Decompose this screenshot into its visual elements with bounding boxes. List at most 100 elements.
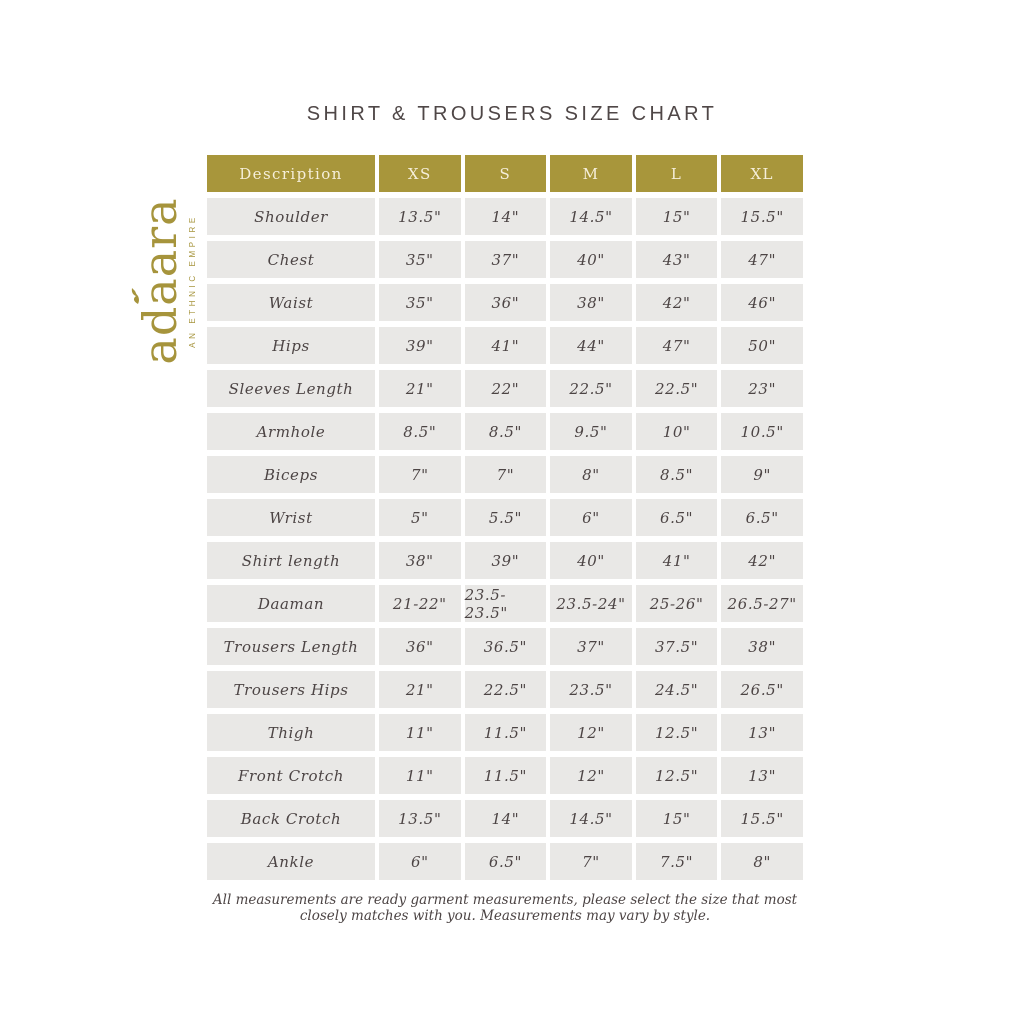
size-value-cell: 21-22": [379, 585, 461, 622]
row-label-cell: Shirt length: [207, 542, 375, 579]
row-label-cell: Trousers Length: [207, 628, 375, 665]
size-value-cell: 37": [464, 241, 547, 278]
size-value-cell: 37.5": [635, 628, 718, 665]
size-value-cell: 21": [379, 671, 461, 708]
size-value-cell: 6.5": [635, 499, 718, 536]
size-value-cell: 39": [379, 327, 461, 364]
size-value-cell: 8.5": [635, 456, 718, 493]
size-value-cell: 6": [550, 499, 632, 536]
row-label-cell: Thigh: [207, 714, 375, 751]
brand-name: adaara: [131, 181, 187, 381]
size-value-cell: 6.5": [464, 843, 547, 880]
size-value-cell: 22.5": [635, 370, 718, 407]
row-label-cell: Chest: [207, 241, 375, 278]
size-value-cell: 22.5": [464, 671, 547, 708]
size-value-cell: 46": [721, 284, 803, 321]
header-cell-size-s: S: [464, 155, 547, 192]
size-value-cell: 5.5": [464, 499, 547, 536]
row-label-cell: Wrist: [207, 499, 375, 536]
size-value-cell: 14.5": [550, 800, 632, 837]
row-label-cell: Ankle: [207, 843, 375, 880]
size-value-cell: 36": [464, 284, 547, 321]
measurement-note-line1: All measurements are ready garment measu…: [212, 892, 798, 908]
bird-icon: [131, 288, 139, 304]
size-value-cell: 22.5": [550, 370, 632, 407]
size-value-cell: 12": [550, 714, 632, 751]
row-label-cell: Biceps: [207, 456, 375, 493]
header-cell-description: Description: [207, 155, 375, 192]
size-value-cell: 12.5": [635, 714, 718, 751]
size-value-cell: 38": [550, 284, 632, 321]
size-value-cell: 11.5": [464, 714, 547, 751]
size-value-cell: 23.5": [550, 671, 632, 708]
size-value-cell: 6": [379, 843, 461, 880]
size-value-cell: 38": [721, 628, 803, 665]
size-value-cell: 7": [379, 456, 461, 493]
size-value-cell: 47": [635, 327, 718, 364]
size-value-cell: 35": [379, 284, 461, 321]
row-label-cell: Armhole: [207, 413, 375, 450]
size-value-cell: 11": [379, 757, 461, 794]
row-label-cell: Hips: [207, 327, 375, 364]
size-value-cell: 12": [550, 757, 632, 794]
size-value-cell: 23": [721, 370, 803, 407]
size-value-cell: 9": [721, 456, 803, 493]
size-value-cell: 37": [550, 628, 632, 665]
size-value-cell: 38": [379, 542, 461, 579]
size-value-cell: 15": [635, 198, 718, 235]
size-value-cell: 13.5": [379, 800, 461, 837]
size-value-cell: 44": [550, 327, 632, 364]
size-chart-table: Description XS S M L XL Shoulder 13.5" 14" 14.5" 1…: [207, 155, 803, 880]
size-value-cell: 42": [635, 284, 718, 321]
row-label-cell: Waist: [207, 284, 375, 321]
size-value-cell: 22": [464, 370, 547, 407]
size-value-cell: 21": [379, 370, 461, 407]
size-value-cell: 23.5-23.5": [464, 585, 547, 622]
size-value-cell: 41": [635, 542, 718, 579]
row-label-cell: Front Crotch: [207, 757, 375, 794]
row-label-cell: Shoulder: [207, 198, 375, 235]
size-value-cell: 26.5-27": [721, 585, 803, 622]
size-value-cell: 13": [721, 714, 803, 751]
brand-logo: adaara AN ETHNIC EMPIRE: [131, 181, 203, 381]
size-value-cell: 35": [379, 241, 461, 278]
header-cell-size-m: M: [550, 155, 632, 192]
row-label-cell: Daaman: [207, 585, 375, 622]
size-value-cell: 41": [464, 327, 547, 364]
size-value-cell: 36": [379, 628, 461, 665]
header-cell-size-xs: XS: [379, 155, 461, 192]
size-value-cell: 6.5": [721, 499, 803, 536]
size-value-cell: 14": [464, 198, 547, 235]
size-value-cell: 50": [721, 327, 803, 364]
row-label-cell: Back Crotch: [207, 800, 375, 837]
size-value-cell: 15.5": [721, 198, 803, 235]
size-value-cell: 14.5": [550, 198, 632, 235]
size-value-cell: 40": [550, 241, 632, 278]
size-value-cell: 40": [550, 542, 632, 579]
header-cell-size-l: L: [635, 155, 718, 192]
size-value-cell: 12.5": [635, 757, 718, 794]
size-value-cell: 10.5": [721, 413, 803, 450]
page-title: SHIRT & TROUSERS SIZE CHART: [306, 103, 718, 125]
header-cell-size-xl: XL: [721, 155, 803, 192]
size-value-cell: 8.5": [379, 413, 461, 450]
size-value-cell: 15": [635, 800, 718, 837]
size-value-cell: 42": [721, 542, 803, 579]
size-value-cell: 11.5": [464, 757, 547, 794]
measurement-note: All measurements are ready garment measu…: [207, 892, 803, 925]
size-value-cell: 47": [721, 241, 803, 278]
size-value-cell: 24.5": [635, 671, 718, 708]
size-value-cell: 26.5": [721, 671, 803, 708]
row-label-cell: Sleeves Length: [207, 370, 375, 407]
size-value-cell: 8": [721, 843, 803, 880]
size-value-cell: 25-26": [635, 585, 718, 622]
size-value-cell: 7.5": [635, 843, 718, 880]
row-label-cell: Trousers Hips: [207, 671, 375, 708]
size-value-cell: 15.5": [721, 800, 803, 837]
measurement-note-line2: closely matches with you. Measurements m…: [299, 907, 711, 924]
size-value-cell: 13.5": [379, 198, 461, 235]
size-value-cell: 10": [635, 413, 718, 450]
size-value-cell: 11": [379, 714, 461, 751]
size-value-cell: 7": [550, 843, 632, 880]
